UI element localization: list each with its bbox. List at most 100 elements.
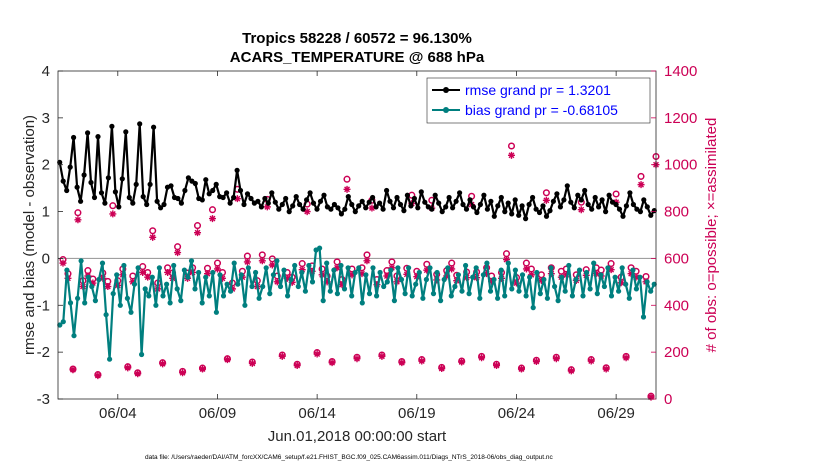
rmse-point (140, 194, 146, 200)
title-line2: ACARS_TEMPERATURE @ 688 hPa (230, 49, 485, 66)
rmse-point (526, 201, 532, 208)
bias-point (587, 286, 593, 292)
bias-point (309, 279, 316, 285)
rmse-point (95, 134, 101, 140)
rmse-point (279, 201, 285, 208)
assimilated-marker (632, 273, 640, 281)
rmse-point (373, 204, 379, 210)
rmse-point (599, 197, 605, 203)
bias-point (181, 267, 187, 273)
possible-marker (542, 189, 550, 197)
y-left-tick-label: 1 (42, 204, 50, 221)
rmse-point (363, 205, 369, 211)
bias-point (160, 293, 166, 299)
assimilated-marker (293, 361, 301, 369)
assimilated-marker (228, 285, 236, 293)
y-axis-right-label: # of obs: o=possible; ×=assimilated (703, 118, 720, 353)
x-tick-label: 06/09 (199, 405, 237, 422)
rmse-point (519, 203, 525, 209)
bias-point (466, 291, 472, 297)
bias-point (338, 262, 344, 269)
bias-point (352, 269, 358, 276)
assimilated-marker (542, 196, 550, 204)
bias-point (626, 295, 632, 301)
rmse-point (244, 191, 251, 197)
possible-marker (343, 175, 351, 183)
rmse-point (161, 201, 167, 208)
bias-point (128, 309, 134, 315)
bias-point (441, 276, 447, 283)
rmse-point (71, 134, 77, 141)
rmse-point (321, 192, 327, 198)
rmse-point (394, 194, 400, 201)
assimilated-marker (94, 372, 102, 380)
rmse-point (470, 204, 477, 210)
bias-point (516, 288, 522, 294)
bias-point (349, 293, 355, 299)
rmse-point (429, 206, 435, 212)
assimilated-marker (438, 365, 446, 373)
rmse-point (547, 208, 553, 214)
rmse-point (606, 192, 612, 198)
bias-point (644, 279, 650, 285)
legend-rmse-label: rmse grand pr = 1.3201 (465, 82, 611, 98)
rmse-point (168, 183, 174, 189)
x-tick-label: 06/14 (298, 405, 336, 422)
rmse-point (206, 191, 212, 197)
rmse-point (370, 194, 376, 201)
bias-point (249, 283, 255, 290)
y-left-tick-label: 0 (42, 250, 50, 267)
assimilated-marker (483, 270, 491, 278)
bias-point (566, 262, 572, 269)
bias-point (594, 291, 600, 297)
bias-point (384, 279, 390, 285)
y-left-tick-label: -1 (37, 297, 50, 314)
bias-point (99, 260, 106, 266)
bias-point (648, 288, 654, 294)
rmse-point (335, 205, 341, 211)
bias-point (96, 276, 102, 283)
rmse-line (58, 122, 656, 220)
bias-point (103, 312, 109, 318)
assimilated-marker (258, 257, 266, 265)
rmse-point (255, 198, 261, 204)
rmse-point (377, 200, 383, 206)
assimilated-marker (398, 359, 406, 367)
assimilated-marker (174, 249, 182, 257)
assimilated-marker (268, 261, 276, 269)
bias-point (455, 272, 461, 278)
assimilated-marker (204, 270, 211, 278)
assimilated-marker (273, 278, 281, 286)
rmse-point (561, 197, 567, 203)
rmse-point (498, 194, 504, 201)
rmse-point (119, 176, 125, 182)
rmse-point (283, 195, 289, 202)
rmse-point (463, 206, 470, 212)
assimilated-marker (194, 229, 202, 237)
bias-point (327, 288, 333, 294)
bias-point (110, 291, 116, 297)
y-right-tick-label: 200 (664, 344, 689, 361)
bias-point (185, 274, 191, 280)
bias-point (149, 274, 155, 280)
bias-point (167, 300, 173, 306)
bias-point (178, 298, 184, 304)
bias-point (534, 269, 540, 276)
rmse-point (596, 204, 602, 210)
rmse-point (411, 195, 417, 202)
rmse-point (317, 198, 324, 204)
rmse-point (81, 172, 87, 178)
rmse-point (432, 192, 438, 198)
rmse-point (231, 194, 237, 201)
assimilated-marker (637, 181, 645, 189)
bias-point (505, 260, 511, 266)
rmse-point (571, 205, 577, 211)
rmse-point (620, 213, 626, 219)
bias-point (75, 295, 81, 301)
bias-point (220, 293, 227, 299)
assimilated-marker (647, 393, 655, 401)
bias-point (395, 265, 401, 271)
assimilated-marker (124, 364, 132, 372)
bias-point (345, 265, 351, 271)
rmse-point (401, 208, 407, 214)
